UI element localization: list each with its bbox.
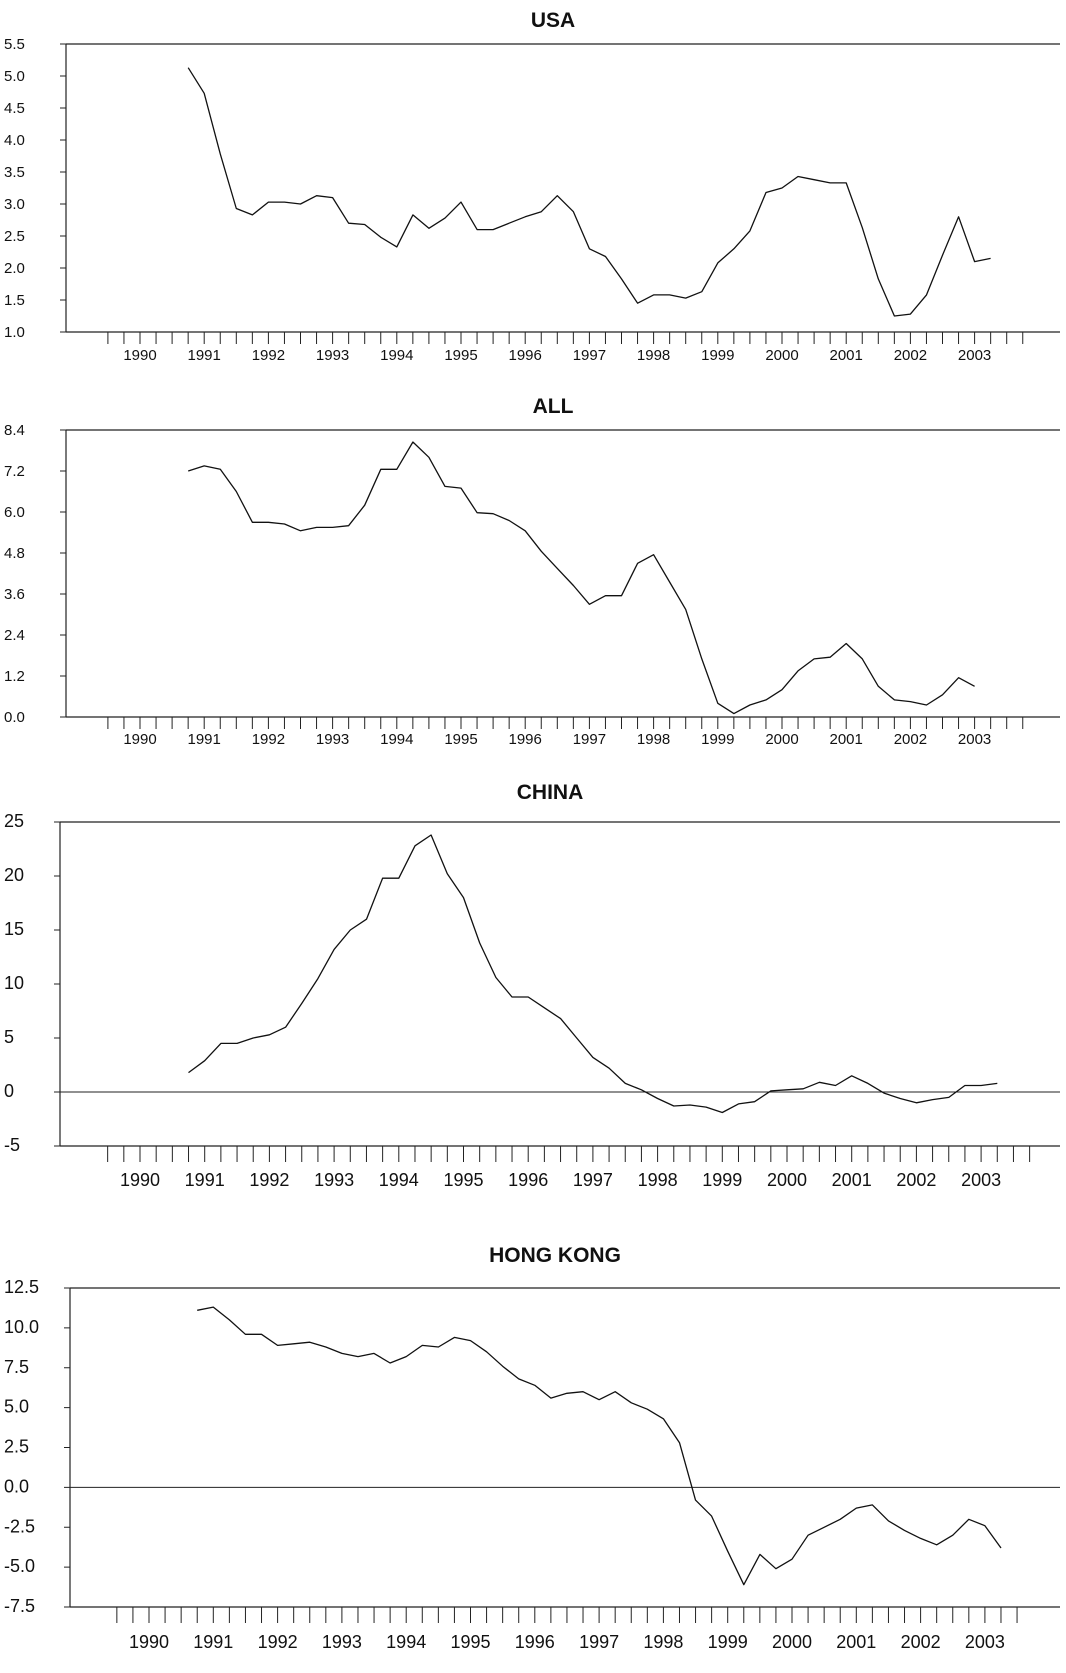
usa-ytick-label: 4.5 <box>4 100 25 117</box>
hong-kong-xtick-label: 1996 <box>515 1632 555 1652</box>
hong-kong-xtick-label: 1992 <box>258 1632 298 1652</box>
usa-ytick-label: 2.5 <box>4 228 25 245</box>
usa-ytick-label: 1.5 <box>4 292 25 309</box>
all-xtick-label: 1999 <box>701 731 734 748</box>
china-ytick-label: 15 <box>4 919 24 939</box>
china-ytick-label: 25 <box>4 811 24 831</box>
all-xtick-label: 2000 <box>765 731 798 748</box>
hong-kong-xtick-label: 2003 <box>965 1632 1005 1652</box>
usa-xtick-label: 1998 <box>637 347 670 364</box>
china-xtick-label: 1993 <box>314 1170 354 1190</box>
hong-kong-ytick-label: 7.5 <box>4 1357 29 1377</box>
all-ytick-label: 1.2 <box>4 668 25 685</box>
usa-ytick-label: 2.0 <box>4 260 25 277</box>
china-xtick-label: 1996 <box>508 1170 548 1190</box>
hong-kong-xtick-label: 2001 <box>836 1632 876 1652</box>
china-xtick-label: 2001 <box>832 1170 872 1190</box>
all-ytick-label: 4.8 <box>4 545 25 562</box>
hong-kong-xtick-label: 1995 <box>450 1632 490 1652</box>
china-xtick-label: 1991 <box>185 1170 225 1190</box>
hong-kong-xtick-label: 1999 <box>708 1632 748 1652</box>
hong-kong-xtick-label: 1997 <box>579 1632 619 1652</box>
usa-title: USA <box>531 9 575 32</box>
all-xtick-label: 2002 <box>894 731 927 748</box>
hong-kong-xtick-label: 1991 <box>193 1632 233 1652</box>
usa-xtick-label: 1991 <box>188 347 221 364</box>
hong-kong-ytick-label: -2.5 <box>4 1516 35 1536</box>
usa-ytick-label: 4.0 <box>4 132 25 149</box>
china-xtick-label: 1998 <box>638 1170 678 1190</box>
hong-kong-ytick-label: 0.0 <box>4 1476 29 1496</box>
usa-xtick-label: 1995 <box>444 347 477 364</box>
china-ytick-label: 20 <box>4 865 24 885</box>
usa-xtick-label: 1994 <box>380 347 413 364</box>
china-xtick-label: 1992 <box>249 1170 289 1190</box>
hong-kong-ytick-label: 12.5 <box>4 1277 39 1297</box>
all-xtick-label: 1996 <box>509 731 542 748</box>
hong-kong-xtick-label: 1993 <box>322 1632 362 1652</box>
usa-xtick-label: 1993 <box>316 347 349 364</box>
usa-series-line <box>187 67 991 317</box>
all-ytick-label: 7.2 <box>4 463 25 480</box>
china-xtick-label: 2000 <box>767 1170 807 1190</box>
china-xtick-label: 1997 <box>573 1170 613 1190</box>
usa-xtick-label: 1996 <box>509 347 542 364</box>
all-ytick-label: 0.0 <box>4 709 25 726</box>
all-xtick-label: 1997 <box>573 731 606 748</box>
china-xtick-label: 1995 <box>443 1170 483 1190</box>
usa-xtick-label: 2000 <box>765 347 798 364</box>
china-ytick-label: 0 <box>4 1081 14 1101</box>
hong-kong-ytick-label: 5.0 <box>4 1397 29 1417</box>
all-title: ALL <box>533 395 574 418</box>
all-xtick-label: 1990 <box>123 731 156 748</box>
china-xtick-label: 2002 <box>896 1170 936 1190</box>
all-xtick-label: 1993 <box>316 731 349 748</box>
all-xtick-label: 1992 <box>252 731 285 748</box>
hong-kong-title: HONG KONG <box>489 1244 621 1267</box>
usa-xtick-label: 2001 <box>830 347 863 364</box>
usa-xtick-label: 1990 <box>123 347 156 364</box>
usa-ytick-label: 5.5 <box>4 36 25 53</box>
all-ytick-label: 6.0 <box>4 504 25 521</box>
all-ytick-label: 8.4 <box>4 422 25 439</box>
usa-ytick-label: 5.0 <box>4 68 25 85</box>
hong-kong-xtick-label: 2002 <box>901 1632 941 1652</box>
usa-ytick-label: 1.0 <box>4 324 25 341</box>
usa-xtick-label: 2002 <box>894 347 927 364</box>
hong-kong-xtick-label: 2000 <box>772 1632 812 1652</box>
hong-kong-series-line <box>197 1306 1002 1586</box>
all-xtick-label: 2001 <box>830 731 863 748</box>
usa-ytick-label: 3.0 <box>4 196 25 213</box>
all-xtick-label: 1991 <box>188 731 221 748</box>
all-xtick-label: 1994 <box>380 731 413 748</box>
all-xtick-label: 1995 <box>444 731 477 748</box>
hong-kong-ytick-label: -7.5 <box>4 1596 35 1616</box>
china-ytick-label: -5 <box>4 1135 20 1155</box>
china-xtick-label: 1990 <box>120 1170 160 1190</box>
china-xtick-label: 2003 <box>961 1170 1001 1190</box>
china-ytick-label: 5 <box>4 1027 14 1047</box>
usa-xtick-label: 1997 <box>573 347 606 364</box>
all-ytick-label: 2.4 <box>4 627 25 644</box>
usa-xtick-label: 1992 <box>252 347 285 364</box>
all-series-line <box>188 441 975 715</box>
china-title: CHINA <box>517 781 584 804</box>
hong-kong-xtick-label: 1990 <box>129 1632 169 1652</box>
hong-kong-xtick-label: 1998 <box>643 1632 683 1652</box>
hong-kong-ytick-label: 2.5 <box>4 1437 29 1457</box>
all-xtick-label: 1998 <box>637 731 670 748</box>
china-series-line <box>188 834 998 1114</box>
usa-xtick-label: 2003 <box>958 347 991 364</box>
china-xtick-label: 1994 <box>379 1170 419 1190</box>
hong-kong-ytick-label: 10.0 <box>4 1317 39 1337</box>
all-xtick-label: 2003 <box>958 731 991 748</box>
all-ytick-label: 3.6 <box>4 586 25 603</box>
hong-kong-xtick-label: 1994 <box>386 1632 426 1652</box>
hong-kong-ytick-label: -5.0 <box>4 1556 35 1576</box>
china-ytick-label: 10 <box>4 973 24 993</box>
china-xtick-label: 1999 <box>702 1170 742 1190</box>
usa-xtick-label: 1999 <box>701 347 734 364</box>
usa-ytick-label: 3.5 <box>4 164 25 181</box>
